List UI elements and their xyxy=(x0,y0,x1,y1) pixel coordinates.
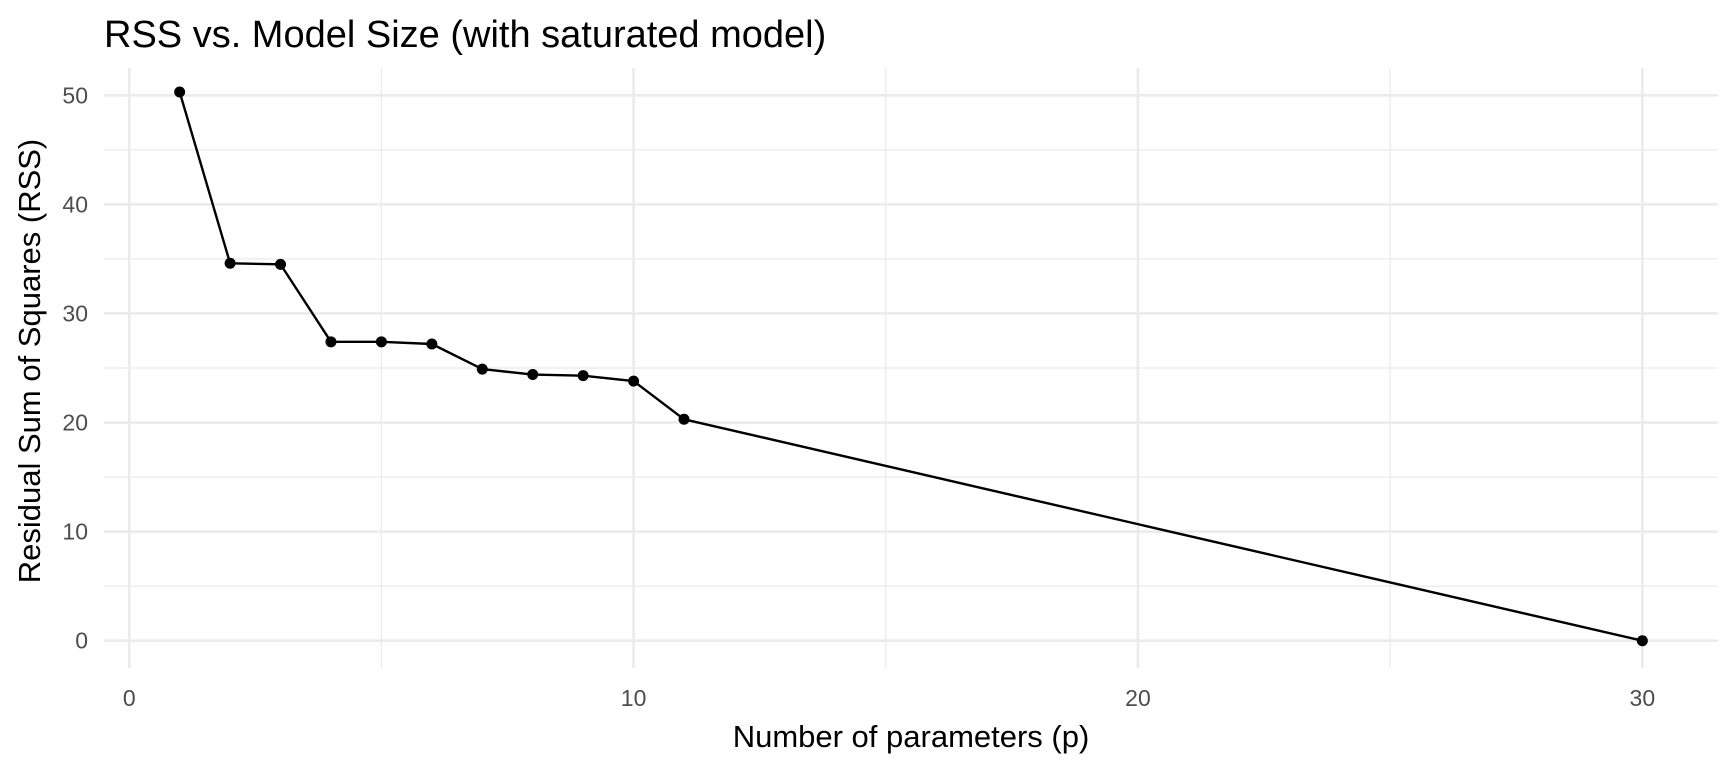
data-point xyxy=(577,370,589,382)
grid xyxy=(104,68,1718,668)
x-tick-label: 10 xyxy=(621,685,647,711)
y-axis-tick-labels: 0 10 20 30 40 50 xyxy=(62,82,88,653)
x-axis-tick-labels: 0 10 20 30 xyxy=(123,685,1655,711)
data-point xyxy=(426,338,438,350)
data-point xyxy=(224,257,236,269)
y-tick-label: 20 xyxy=(62,410,88,436)
y-tick-label: 10 xyxy=(62,519,88,545)
series-line xyxy=(178,91,1643,642)
data-point xyxy=(375,336,387,348)
y-axis-title: Residual Sum of Squares (RSS) xyxy=(12,139,47,584)
y-tick-label: 30 xyxy=(62,300,88,326)
x-tick-label: 30 xyxy=(1630,685,1656,711)
y-tick-label: 0 xyxy=(75,628,88,654)
y-tick-label: 50 xyxy=(62,82,88,108)
x-axis-title: Number of parameters (p) xyxy=(733,719,1090,754)
data-point xyxy=(678,413,690,425)
data-point xyxy=(527,369,539,381)
x-tick-label: 20 xyxy=(1125,685,1151,711)
chart-title: RSS vs. Model Size (with saturated model… xyxy=(104,14,826,56)
data-point xyxy=(1636,635,1648,647)
data-point xyxy=(476,363,488,375)
data-point xyxy=(628,375,640,387)
x-tick-label: 0 xyxy=(123,685,136,711)
y-tick-label: 40 xyxy=(62,191,88,217)
data-point xyxy=(275,258,287,270)
data-point xyxy=(174,86,186,98)
series-layer xyxy=(174,86,1648,647)
data-point xyxy=(325,336,337,348)
